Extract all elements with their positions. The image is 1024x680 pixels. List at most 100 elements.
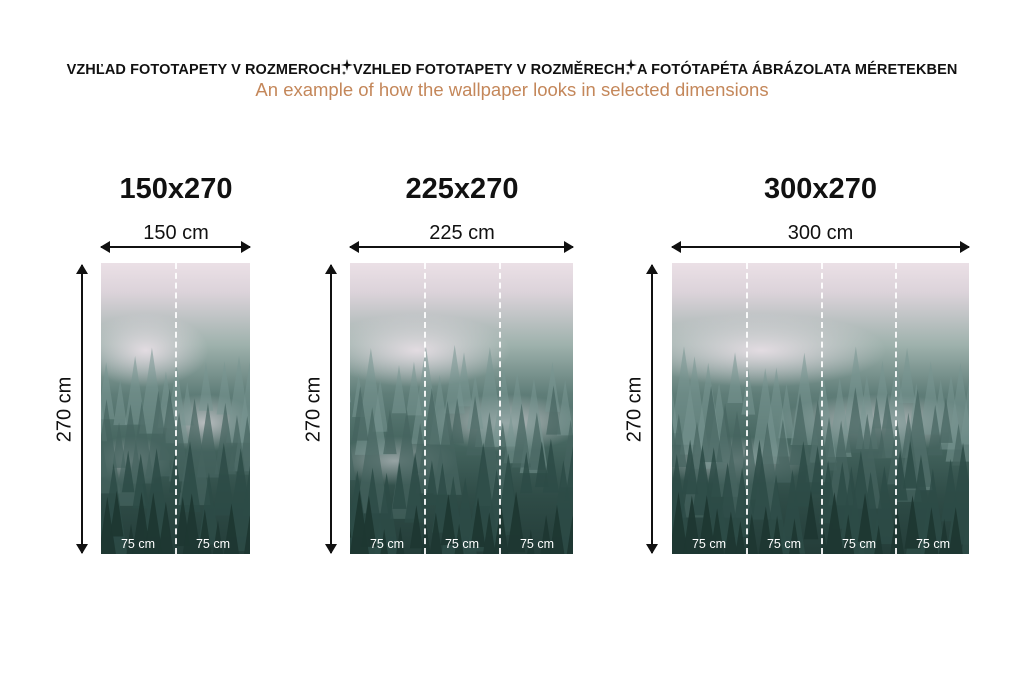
tree-shape — [544, 361, 560, 412]
tree-shape — [223, 503, 240, 554]
tree-shape — [789, 393, 811, 465]
tree-shape — [827, 377, 852, 457]
tree-shape — [212, 442, 235, 516]
height-label: 270 cm — [623, 376, 646, 443]
sparkle-icon — [624, 59, 637, 75]
tree-shape — [440, 494, 457, 546]
header-sk: VZHĽAD FOTOTAPETY V ROZMEROCH — [66, 62, 341, 78]
tree-shape — [566, 515, 573, 554]
tree-shape — [681, 439, 699, 495]
tree-shape — [243, 515, 250, 554]
tree-shape — [214, 402, 237, 475]
tree-shape — [112, 422, 126, 468]
wallpaper-preview: 75 cm 75 cm 75 cm 75 cm — [672, 263, 969, 554]
header-hu: A FOTÓTAPÉTA ÁBRÁZOLATA MÉRETEKBEN — [636, 62, 958, 78]
tree-shape — [101, 399, 121, 494]
tree-shape — [380, 528, 388, 554]
height-label: 270 cm — [302, 376, 325, 443]
tree-shape — [793, 441, 814, 507]
width-arrow — [671, 241, 970, 253]
tree-shape — [872, 465, 897, 545]
panel-label: 75 cm — [195, 537, 231, 551]
tree-shape — [466, 396, 484, 456]
tree-shape — [564, 446, 573, 501]
panel-label: 75 cm — [766, 537, 802, 551]
tree-shape — [672, 413, 687, 468]
tree-shape — [764, 474, 788, 551]
tree-shape — [961, 504, 969, 554]
tree-shape — [542, 438, 559, 493]
tree-shape — [825, 492, 844, 554]
tree-shape — [470, 497, 486, 547]
tree-shape — [845, 387, 866, 453]
tree-shape — [433, 400, 462, 495]
tree-shape — [877, 393, 897, 459]
tree-shape — [180, 382, 194, 426]
panel-seam — [821, 263, 823, 554]
tree-shape — [511, 403, 532, 468]
tree-shape — [493, 504, 509, 554]
subtitle: An example of how the wallpaper looks in… — [255, 79, 769, 100]
tree-shape — [454, 523, 464, 554]
tree-shape — [857, 493, 873, 542]
tree-shape — [534, 441, 549, 488]
tree-shape — [404, 452, 426, 523]
tree-shape — [216, 361, 233, 415]
tree-shape — [556, 379, 573, 436]
width-arrow — [100, 241, 251, 253]
tree-shape — [450, 398, 465, 444]
tree-shape — [904, 495, 921, 549]
tree-shape — [109, 490, 124, 537]
tree-shape — [121, 450, 135, 493]
tree-shape — [803, 490, 819, 540]
tree-shape — [409, 505, 423, 549]
variant-title: 150x270 — [119, 173, 233, 205]
wallpaper-preview: 75 cm 75 cm 75 cm — [350, 263, 573, 554]
tree-shape — [392, 461, 407, 509]
tree-shape — [735, 520, 746, 554]
tree-shape — [198, 362, 214, 411]
tree-shape — [396, 526, 405, 554]
tree-shape — [789, 518, 800, 554]
tree-shape — [683, 495, 701, 554]
tree-shape — [198, 509, 212, 554]
tree-shape — [820, 416, 838, 471]
tree-shape — [546, 385, 561, 435]
tree-shape — [672, 419, 676, 445]
tree-shape — [179, 441, 201, 513]
tree-shape — [144, 492, 163, 554]
panel-seam — [895, 263, 897, 554]
tree-shape — [374, 472, 399, 554]
panel-label: 75 cm — [841, 537, 877, 551]
tree-shape — [745, 513, 758, 554]
forest-illustration — [672, 346, 969, 554]
tree-shape — [540, 514, 553, 554]
height-arrow — [325, 264, 337, 554]
height-arrow — [646, 264, 658, 554]
panel-label: 75 cm — [519, 537, 555, 551]
tree-shape — [350, 394, 352, 403]
tree-shape — [771, 515, 783, 554]
width-label: 150 cm — [143, 222, 209, 244]
tree-shape — [126, 523, 136, 554]
tree-shape — [920, 468, 946, 554]
tree-shape — [356, 407, 389, 514]
width-arrow — [349, 241, 574, 253]
width-label: 300 cm — [787, 222, 854, 244]
tree-shape — [697, 495, 716, 554]
width-label: 225 cm — [429, 222, 495, 244]
tree-shape — [242, 465, 250, 517]
height-arrow — [76, 264, 88, 554]
tree-shape — [828, 420, 854, 506]
tree-shape — [482, 512, 496, 554]
tree-shape — [948, 506, 963, 554]
tree-shape — [132, 453, 149, 509]
tree-shape — [101, 362, 115, 420]
tree-shape — [158, 501, 174, 554]
tree-shape — [101, 496, 116, 554]
forest-illustration — [101, 347, 250, 554]
panel-seam — [175, 263, 177, 554]
tree-shape — [927, 404, 943, 456]
tree-shape — [724, 511, 738, 554]
tree-shape — [747, 439, 772, 520]
